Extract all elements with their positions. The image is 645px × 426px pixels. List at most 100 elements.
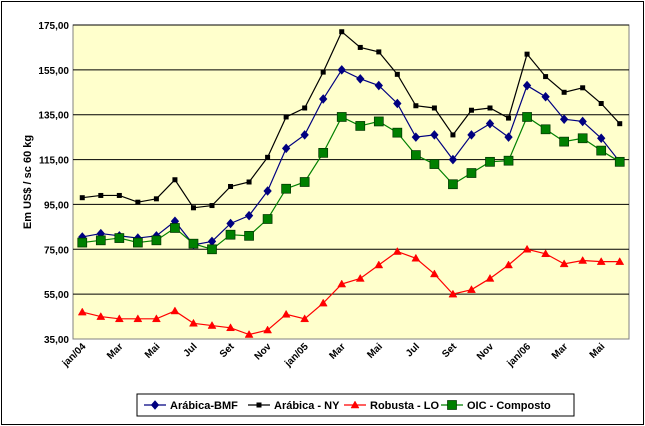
- data-point: [559, 136, 569, 147]
- y-tick-label: 95,00: [44, 200, 69, 211]
- data-point: [430, 130, 439, 140]
- data-point: [320, 69, 326, 75]
- data-point: [318, 298, 328, 307]
- y-tick-label: 35,00: [44, 335, 69, 346]
- data-point: [337, 65, 346, 75]
- legend-item: Arábica-BMF: [144, 400, 238, 412]
- data-point: [225, 229, 236, 240]
- y-tick-label: 155,00: [38, 66, 69, 77]
- y-tick-label: 75,00: [44, 245, 69, 256]
- legend-label: Arábica - NY: [274, 400, 340, 412]
- data-point: [559, 259, 569, 268]
- y-tick-label: 135,00: [38, 111, 69, 122]
- data-point: [411, 132, 421, 142]
- data-point: [504, 132, 513, 142]
- data-point: [524, 51, 530, 57]
- x-tick-label: Nov: [253, 341, 274, 362]
- legend-label: Arábica-BMF: [170, 400, 238, 412]
- data-point: [262, 214, 273, 224]
- data-point: [190, 205, 196, 211]
- plot-area: [72, 24, 630, 340]
- data-point: [300, 130, 309, 140]
- data-point: [151, 314, 161, 323]
- data-point: [246, 179, 252, 185]
- data-point: [615, 257, 625, 265]
- data-point: [522, 112, 532, 122]
- data-point: [561, 89, 567, 95]
- data-point: [487, 105, 493, 111]
- data-point: [485, 156, 495, 167]
- data-point: [541, 249, 551, 258]
- x-tick-label: Mai: [143, 341, 163, 361]
- data-point: [299, 177, 310, 187]
- x-tick-label: jan/06: [505, 341, 534, 370]
- x-tick-label: Nov: [475, 341, 496, 362]
- legend-label: Robusta - LO: [370, 400, 439, 412]
- data-point: [468, 107, 474, 113]
- legend-marker: [256, 402, 262, 408]
- x-axis-ticks: jan/04 Mar Mai Jul Set Nov jan/05 Mar Mai Jul Set N…: [60, 341, 608, 370]
- data-point: [392, 127, 403, 138]
- data-point: [559, 114, 569, 124]
- x-tick-label: Mar: [327, 341, 347, 361]
- x-tick-label: Jul: [404, 341, 422, 359]
- data-point: [411, 253, 421, 262]
- data-point: [597, 133, 606, 144]
- data-point: [355, 273, 365, 282]
- legend-label: OIC - Composto: [467, 400, 551, 412]
- data-point: [283, 114, 289, 120]
- data-point: [77, 237, 88, 248]
- data-point: [485, 273, 495, 282]
- data-point: [172, 177, 178, 183]
- data-point: [598, 101, 604, 106]
- x-tick-label: Mar: [105, 341, 125, 361]
- data-point: [374, 80, 383, 91]
- data-point: [614, 156, 625, 167]
- data-point: [577, 133, 588, 144]
- x-tick-label: Mai: [588, 341, 608, 361]
- data-point: [392, 247, 402, 255]
- data-point: [228, 183, 234, 189]
- data-point: [578, 255, 588, 264]
- data-point: [450, 132, 456, 138]
- y-tick-label: 115,00: [39, 156, 69, 167]
- legend-marker: [350, 400, 360, 409]
- x-tick-label: Set: [218, 341, 237, 360]
- data-point: [207, 321, 217, 329]
- data-point: [226, 218, 235, 229]
- data-point: [116, 192, 122, 198]
- legend-marker: [447, 400, 457, 410]
- data-point: [506, 115, 512, 121]
- x-tick-label: Mar: [550, 341, 570, 361]
- data-point: [244, 210, 254, 221]
- series-group: [77, 29, 625, 338]
- data-point: [265, 154, 271, 160]
- data-point: [209, 203, 215, 209]
- data-point: [485, 118, 495, 129]
- legend-item: Robusta - LO: [344, 400, 439, 412]
- data-point: [189, 318, 198, 327]
- data-point: [281, 183, 291, 194]
- data-point: [429, 269, 439, 278]
- data-point: [504, 260, 513, 269]
- gridlines: [73, 24, 629, 295]
- data-point: [133, 237, 143, 248]
- legend-marker: [150, 400, 160, 410]
- data-point: [540, 124, 551, 135]
- data-point: [448, 179, 458, 190]
- series-line: [82, 30, 621, 209]
- data-point: [318, 147, 329, 158]
- legend: Arábica-BMF Arábica - NY Robusta - LO OIC -…: [144, 400, 551, 412]
- data-point: [596, 257, 606, 265]
- data-point: [393, 98, 402, 109]
- data-point: [281, 309, 291, 318]
- data-point: [413, 103, 419, 109]
- series-arabica-ny: [79, 29, 623, 211]
- x-tick-label: Mai: [365, 341, 385, 361]
- y-axis-ticks: 35,00 55,00 75,00 95,00 115,00 135,00 155,00 17…: [38, 21, 69, 346]
- data-point: [114, 233, 125, 243]
- series-oic-composto: [77, 112, 625, 255]
- data-point: [153, 196, 159, 202]
- data-point: [339, 29, 345, 35]
